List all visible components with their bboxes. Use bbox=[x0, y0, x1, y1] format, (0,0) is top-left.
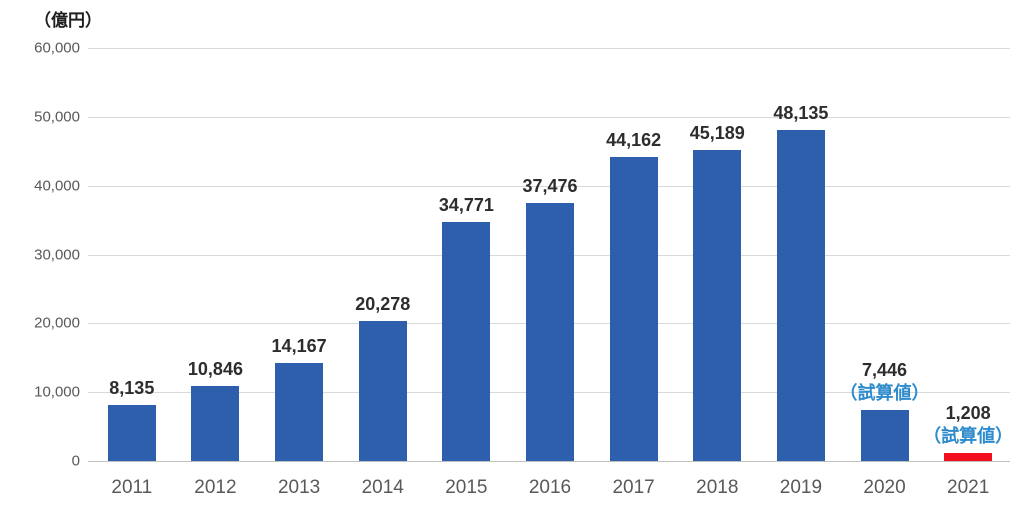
bar-label-block-2011: 8,135 bbox=[109, 377, 154, 400]
bar-column-2014: 20,278 bbox=[341, 48, 425, 461]
gridline-40000 bbox=[88, 185, 1010, 187]
bar-column-2013: 14,167 bbox=[257, 48, 341, 461]
x-tick-label-2014: 2014 bbox=[361, 477, 404, 498]
y-tick-label-10000: 10,000 bbox=[34, 383, 80, 401]
plot-area: 8,135 10,846 14,167 20,278 34,771 37,476 44,16… bbox=[88, 48, 1013, 462]
bar-label-block-2020: 7,446 （試算値） bbox=[840, 359, 930, 404]
bar-value-label-2014: 20,278 bbox=[355, 293, 411, 314]
x-tick-label-2020: 2020 bbox=[863, 477, 906, 498]
bar-column-2017: 44,162 bbox=[592, 48, 676, 461]
bar-column-2018: 45,189 bbox=[675, 48, 759, 461]
gridline-60000 bbox=[88, 48, 1010, 49]
y-tick-label-40000: 40,000 bbox=[34, 177, 80, 195]
bar-value-label-2015: 34,771 bbox=[438, 194, 494, 215]
y-axis: 0 10,000 20,000 30,000 40,000 50,000 60,000 bbox=[0, 40, 80, 470]
bar-label-block-2014: 20,278 bbox=[355, 293, 410, 316]
bar-2014 bbox=[358, 321, 407, 461]
bar-value-label-2013: 14,167 bbox=[271, 335, 327, 356]
bar-label-block-2017: 44,162 bbox=[606, 129, 661, 152]
bar-2020 bbox=[860, 410, 909, 461]
x-tick-label-2021: 2021 bbox=[947, 477, 990, 498]
y-axis-unit-label: （億円） bbox=[34, 11, 102, 30]
bar-label-block-2016: 37,476 bbox=[522, 175, 577, 198]
x-tick-label-2013: 2013 bbox=[277, 477, 321, 498]
gridline-0 bbox=[88, 461, 1010, 462]
bar-label-block-2019: 48,135 bbox=[773, 102, 828, 125]
bar-column-2020: 7,446 （試算値） bbox=[840, 48, 930, 461]
x-tick-label-2016: 2016 bbox=[528, 477, 572, 498]
bar-2015 bbox=[442, 222, 491, 461]
bar-2011 bbox=[107, 405, 156, 461]
bar-value-label-2016: 37,476 bbox=[522, 175, 578, 196]
bar-value-label-2011: 8,135 bbox=[109, 377, 155, 398]
y-tick-label-50000: 50,000 bbox=[34, 108, 80, 126]
bar-column-2012: 10,846 bbox=[174, 48, 258, 461]
bar-value-label-2020: 7,446 bbox=[862, 360, 908, 380]
y-tick-label-0: 0 bbox=[71, 452, 80, 470]
x-tick-label-2018: 2018 bbox=[696, 477, 739, 498]
bar-label-block-2021: 1,208 （試算値） bbox=[923, 402, 1013, 447]
bar-2019 bbox=[776, 130, 825, 461]
bar-2018 bbox=[693, 150, 742, 461]
bar-column-2021: 1,208 （試算値） bbox=[923, 48, 1013, 461]
bar-label-block-2012: 10,846 bbox=[188, 358, 243, 381]
bar-label-block-2015: 34,771 bbox=[439, 194, 494, 217]
bar-value-label-2018: 45,189 bbox=[689, 122, 745, 143]
gridline-50000 bbox=[88, 116, 1010, 118]
y-tick-label-60000: 60,000 bbox=[34, 39, 80, 57]
y-tick-label-30000: 30,000 bbox=[34, 246, 80, 263]
bar-annotation-2020: （試算値） bbox=[839, 382, 930, 403]
x-tick-label-2012: 2012 bbox=[194, 477, 237, 498]
x-tick-label-2017: 2017 bbox=[612, 477, 655, 498]
bar-value-label-2021: 1,208 bbox=[945, 403, 991, 423]
bar-column-2015: 34,771 bbox=[425, 48, 509, 461]
bar-column-2011: 8,135 bbox=[90, 48, 174, 461]
bar-column-2019: 48,135 bbox=[759, 48, 843, 461]
bar-value-label-2012: 10,846 bbox=[187, 358, 243, 379]
bar-label-block-2013: 14,167 bbox=[272, 335, 327, 358]
bar-annotation-2021: （試算値） bbox=[923, 425, 1014, 446]
bar-value-label-2017: 44,162 bbox=[606, 129, 662, 150]
x-axis: 2011 2012 2013 2014 2015 2016 2017 2018 2019 2020… bbox=[90, 471, 1010, 501]
x-tick-label-2019: 2019 bbox=[779, 477, 823, 498]
bar-2012 bbox=[191, 386, 240, 461]
x-tick-label-2011: 2011 bbox=[111, 477, 153, 498]
y-tick-label-20000: 20,000 bbox=[34, 314, 80, 332]
bar-2016 bbox=[525, 203, 574, 461]
bar-label-block-2018: 45,189 bbox=[690, 122, 745, 145]
bar-value-label-2019: 48,135 bbox=[773, 102, 829, 123]
bar-column-2016: 37,476 bbox=[508, 48, 592, 461]
bar-2021 bbox=[944, 453, 993, 461]
bar-2017 bbox=[609, 157, 658, 461]
bar-2013 bbox=[275, 363, 324, 461]
x-tick-label-2015: 2015 bbox=[445, 477, 488, 498]
